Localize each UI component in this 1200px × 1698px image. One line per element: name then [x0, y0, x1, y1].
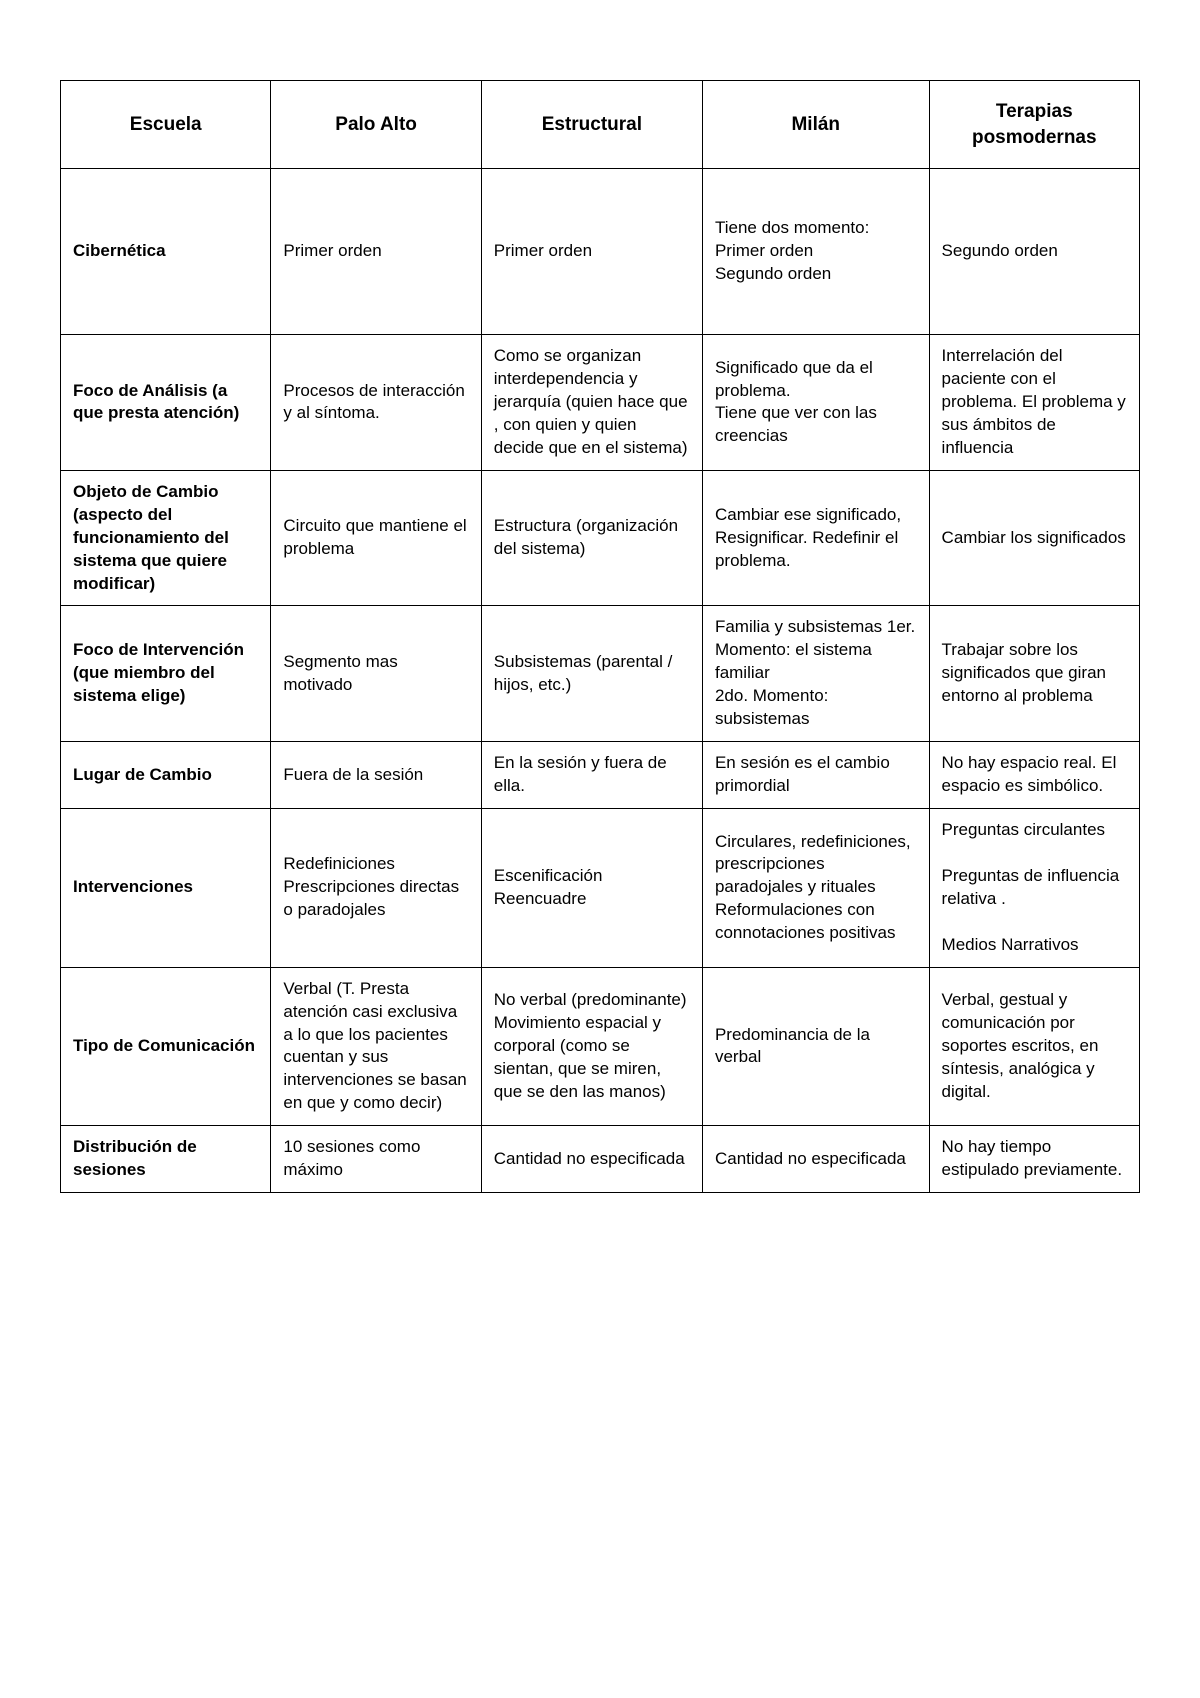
cell: Interrelación del paciente con el proble… — [929, 335, 1139, 471]
table-row: Foco de Intervención (que miembro del si… — [61, 606, 1140, 742]
cell: Verbal (T. Presta atención casi exclusiv… — [271, 967, 481, 1126]
cell: Verbal, gestual y comunicación por sopor… — [929, 967, 1139, 1126]
table-header-row: Escuela Palo Alto Estructural Milán Tera… — [61, 81, 1140, 169]
row-label: Objeto de Cambio (aspecto del funcionami… — [61, 470, 271, 606]
cell: Como se organizan interdependencia y jer… — [481, 335, 702, 471]
cell: Trabajar sobre los significados que gira… — [929, 606, 1139, 742]
table-row: Cibernética Primer orden Primer orden Ti… — [61, 169, 1140, 335]
cell: Estructura (organización del sistema) — [481, 470, 702, 606]
comparison-table: Escuela Palo Alto Estructural Milán Tera… — [60, 80, 1140, 1193]
row-label: Lugar de Cambio — [61, 742, 271, 809]
cell: No hay tiempo estipulado previamente. — [929, 1126, 1139, 1193]
cell: Procesos de interacción y al síntoma. — [271, 335, 481, 471]
col-estructural: Estructural — [481, 81, 702, 169]
cell: Familia y subsistemas 1er. Momento: el s… — [702, 606, 929, 742]
table-row: Distribución de sesiones 10 sesiones com… — [61, 1126, 1140, 1193]
row-label: Foco de Intervención (que miembro del si… — [61, 606, 271, 742]
col-escuela: Escuela — [61, 81, 271, 169]
row-label: Tipo de Comunicación — [61, 967, 271, 1126]
table-body: Cibernética Primer orden Primer orden Ti… — [61, 169, 1140, 1193]
cell: En sesión es el cambio primordial — [702, 742, 929, 809]
table-row: Objeto de Cambio (aspecto del funcionami… — [61, 470, 1140, 606]
cell: Subsistemas (parental / hijos, etc.) — [481, 606, 702, 742]
cell: Cantidad no especificada — [702, 1126, 929, 1193]
col-posmodernas: Terapias posmodernas — [929, 81, 1139, 169]
cell: 10 sesiones como máximo — [271, 1126, 481, 1193]
row-label: Intervenciones — [61, 809, 271, 968]
cell: Segmento mas motivado — [271, 606, 481, 742]
col-milan: Milán — [702, 81, 929, 169]
cell: No verbal (predominante) Movimiento espa… — [481, 967, 702, 1126]
table-row: Tipo de Comunicación Verbal (T. Presta a… — [61, 967, 1140, 1126]
cell: Fuera de la sesión — [271, 742, 481, 809]
table-row: Intervenciones Redefiniciones Prescripci… — [61, 809, 1140, 968]
cell: Redefiniciones Prescripciones directas o… — [271, 809, 481, 968]
row-label: Distribución de sesiones — [61, 1126, 271, 1193]
cell: Primer orden — [271, 169, 481, 335]
cell: Primer orden — [481, 169, 702, 335]
cell: Circulares, redefiniciones, prescripcion… — [702, 809, 929, 968]
row-label: Foco de Análisis (a que presta atención) — [61, 335, 271, 471]
cell: Cambiar los significados — [929, 470, 1139, 606]
col-palo-alto: Palo Alto — [271, 81, 481, 169]
cell: Cantidad no especificada — [481, 1126, 702, 1193]
cell: Significado que da el problema.Tiene que… — [702, 335, 929, 471]
cell: Predominancia de la verbal — [702, 967, 929, 1126]
table-row: Foco de Análisis (a que presta atención)… — [61, 335, 1140, 471]
cell: No hay espacio real. El espacio es simbó… — [929, 742, 1139, 809]
cell: En la sesión y fuera de ella. — [481, 742, 702, 809]
row-label: Cibernética — [61, 169, 271, 335]
cell: Tiene dos momento:Primer ordenSegundo or… — [702, 169, 929, 335]
cell: Segundo orden — [929, 169, 1139, 335]
cell: EscenificaciónReencuadre — [481, 809, 702, 968]
cell: Circuito que mantiene el problema — [271, 470, 481, 606]
cell: Preguntas circulantesPreguntas de influe… — [929, 809, 1139, 968]
table-row: Lugar de Cambio Fuera de la sesión En la… — [61, 742, 1140, 809]
cell: Cambiar ese significado, Resignificar. R… — [702, 470, 929, 606]
